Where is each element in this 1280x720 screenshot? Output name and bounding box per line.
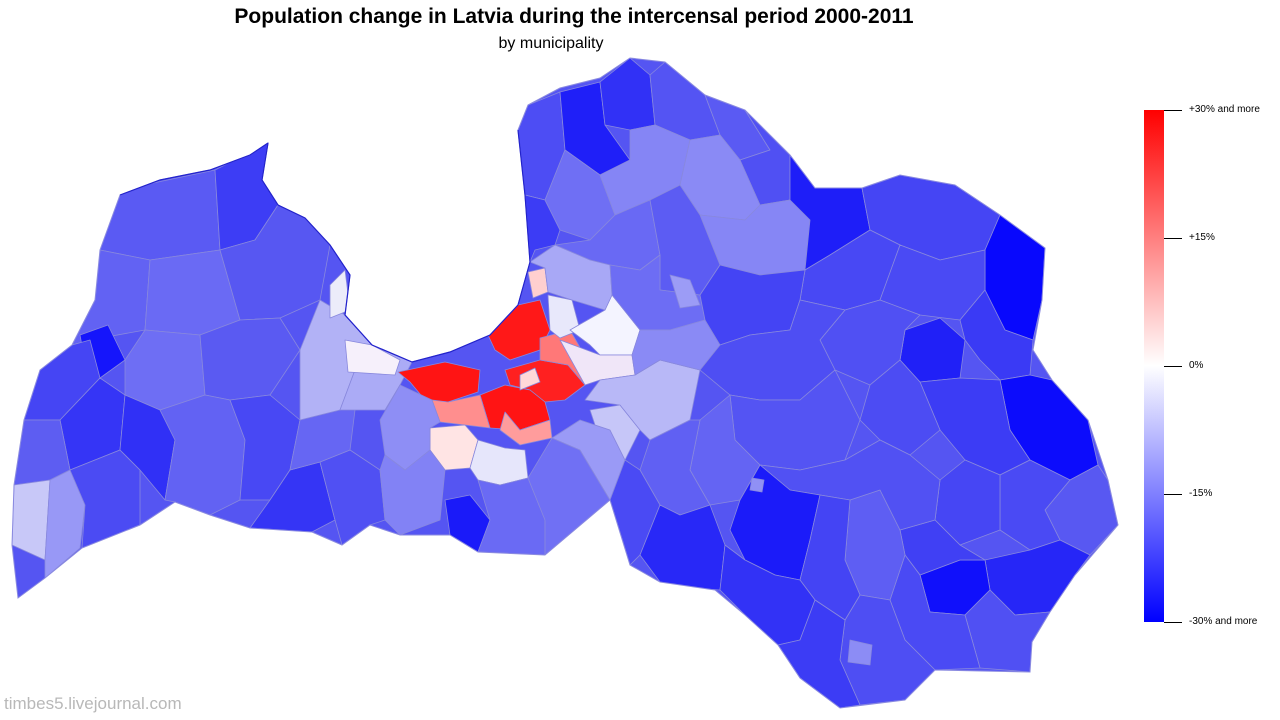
legend-label: -15% <box>1189 488 1213 499</box>
legend-color-bar <box>1144 110 1164 622</box>
latvia-choropleth-map <box>11 57 1119 709</box>
municipality <box>519 367 541 391</box>
municipality <box>859 359 941 456</box>
legend-tick <box>1164 494 1182 495</box>
municipality <box>379 449 446 536</box>
municipality <box>12 479 51 561</box>
municipality <box>124 329 206 411</box>
municipality <box>344 339 401 376</box>
municipality <box>749 477 765 493</box>
map-title: Population change in Latvia during the i… <box>234 5 914 28</box>
legend-tick <box>1164 238 1182 239</box>
legend-label: +15% <box>1189 232 1215 243</box>
municipality <box>159 394 246 516</box>
gulf-coastline <box>261 129 531 363</box>
municipality <box>397 361 481 403</box>
municipality <box>547 294 581 339</box>
municipality <box>669 274 701 309</box>
municipality <box>847 639 873 666</box>
legend-tick <box>1164 110 1182 111</box>
map-subtitle: by municipality <box>498 35 604 52</box>
municipality <box>529 244 613 311</box>
municipality <box>479 384 551 431</box>
legend-label: 0% <box>1189 360 1204 371</box>
legend-tick <box>1164 366 1182 367</box>
watermark: timbes5.livejournal.com <box>4 694 182 713</box>
municipality <box>99 169 221 261</box>
municipality <box>699 299 846 401</box>
legend-tick <box>1164 622 1182 623</box>
legend-label: +30% and more <box>1189 104 1260 115</box>
municipality <box>999 459 1071 551</box>
west-coastline <box>119 142 269 196</box>
legend-label: -30% and more <box>1189 616 1258 627</box>
